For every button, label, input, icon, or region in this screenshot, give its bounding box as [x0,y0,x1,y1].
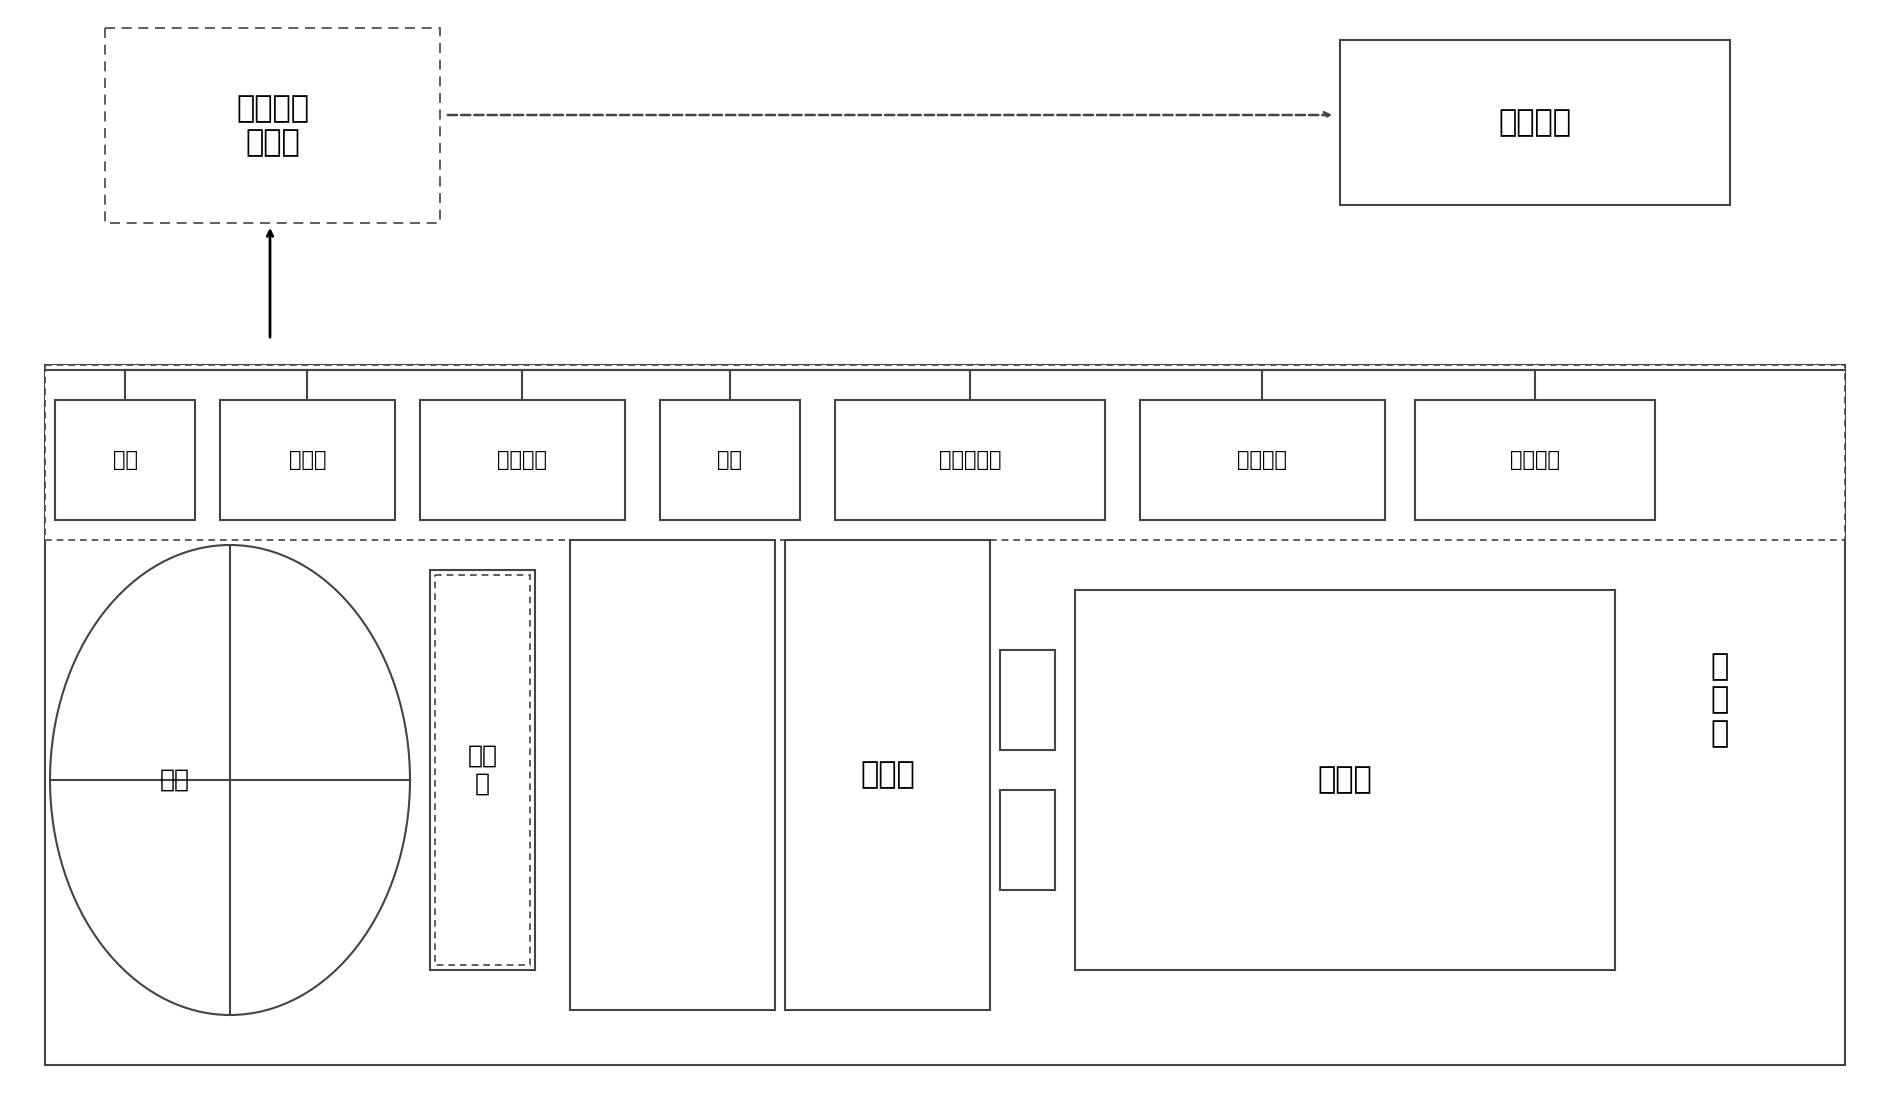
Text: 监控中心: 监控中心 [1498,108,1572,137]
Bar [434,575,531,965]
Bar [1075,590,1615,970]
Bar [55,400,195,520]
Bar [1139,400,1385,520]
Text: 风轮: 风轮 [161,768,191,792]
Text: 振动加速度: 振动加速度 [939,450,1001,470]
Bar [570,540,774,1010]
Bar [45,365,1846,540]
Text: 电参数: 电参数 [289,450,327,470]
Bar [999,650,1054,750]
Bar [419,400,625,520]
Text: 振动速度: 振动速度 [1237,450,1288,470]
Bar [786,540,990,1010]
Bar [999,789,1054,890]
Text: 声学参数: 声学参数 [497,450,548,470]
Text: 振动位移: 振动位移 [1509,450,1560,470]
Bar [1339,40,1730,205]
Text: 主轴
承: 主轴 承 [467,744,497,796]
Text: 温度: 温度 [113,450,138,470]
Bar [45,365,1846,1065]
Text: 齿轮笱: 齿轮笱 [859,761,914,789]
Bar [659,400,801,520]
Text: 第一数据
采集仪: 第一数据 采集仪 [236,94,310,157]
Text: 振
动
源: 振 动 源 [1711,652,1728,748]
Bar [431,570,535,970]
Text: 发电机: 发电机 [1319,765,1373,795]
Bar [106,29,440,223]
Text: 转速: 转速 [718,450,742,470]
Bar [1415,400,1655,520]
Bar [835,400,1105,520]
Bar [219,400,395,520]
